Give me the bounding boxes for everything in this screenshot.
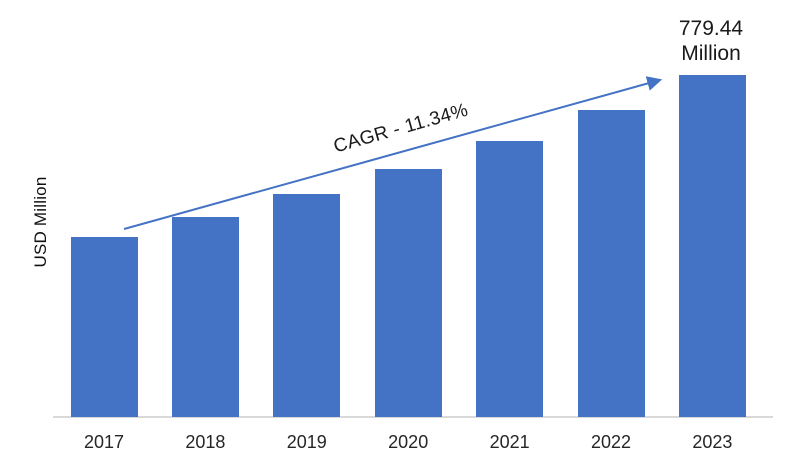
x-tick-label-2018: 2018 <box>185 432 226 452</box>
bar-2022 <box>577 110 645 417</box>
end-value-label: 779.44 Million <box>679 17 743 66</box>
x-axis-line <box>53 416 773 418</box>
x-tick-label-2020: 2020 <box>388 432 429 452</box>
bar-2017 <box>70 237 138 417</box>
end-value-number: 779.44 <box>678 17 744 40</box>
x-tick-label-2021: 2021 <box>489 432 530 452</box>
bar-2020 <box>374 169 442 417</box>
cagr-annotation: CAGR - 11.34% <box>331 99 471 158</box>
bar-2021 <box>476 141 544 417</box>
x-tick-label-2019: 2019 <box>286 432 327 452</box>
x-tick-label-2023: 2023 <box>692 432 733 452</box>
x-tick-label-2017: 2017 <box>83 432 125 452</box>
end-value-unit: Million <box>681 41 741 65</box>
y-axis-label: USD Million <box>31 176 50 268</box>
bar-2023 <box>678 75 746 417</box>
x-tick-label-2022: 2022 <box>590 432 632 452</box>
bar-2018 <box>171 217 239 417</box>
bar-2019 <box>273 194 341 417</box>
